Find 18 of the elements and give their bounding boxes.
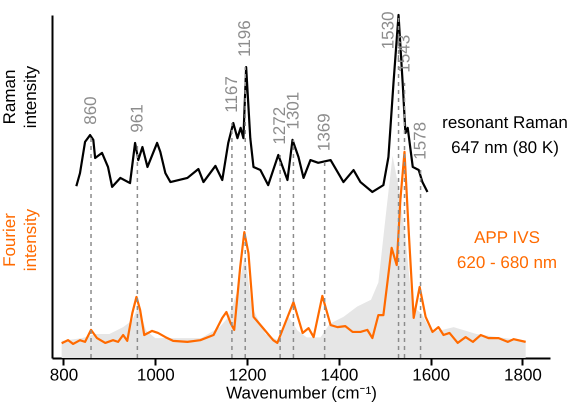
x-tick-label: 1800 xyxy=(504,366,542,384)
ref-line-label: 1369 xyxy=(314,113,334,152)
x-axis-title: Wavenumber (cm⁻¹) xyxy=(226,384,377,402)
series-label: resonant Raman 647 nm (80 K) xyxy=(442,113,568,157)
text: APP IVS 620 - 680 nm xyxy=(456,228,558,272)
ref-line-label: 1578 xyxy=(410,122,430,160)
ref-line-label: 1196 xyxy=(235,20,254,57)
ref-line-label: 860 xyxy=(81,96,100,125)
x-tick-label: 1200 xyxy=(228,366,266,384)
x-tick-label: 1000 xyxy=(136,366,175,384)
ref-line-label: 1530 xyxy=(378,11,398,50)
x-tick-label: 1600 xyxy=(412,366,450,384)
ref-line-label: 961 xyxy=(127,104,146,133)
ref-line-label: 1167 xyxy=(222,76,241,113)
x-tick-label: 1400 xyxy=(320,366,358,384)
text: Fourier intensity xyxy=(0,208,40,272)
y-axis-title: Raman intensity xyxy=(0,65,40,128)
x-tick-label: 800 xyxy=(50,366,78,384)
